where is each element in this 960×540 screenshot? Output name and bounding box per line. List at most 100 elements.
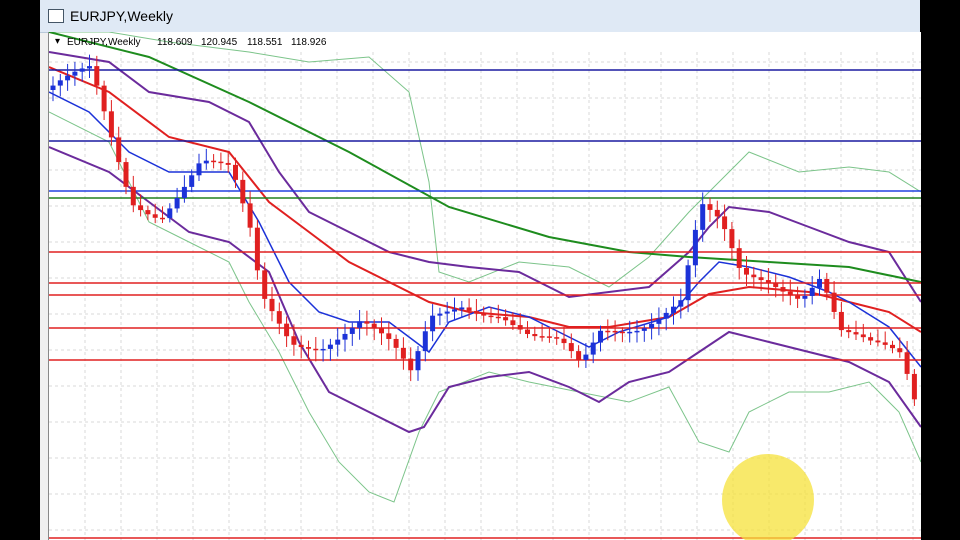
candle-body [663,312,669,319]
window-title: EURJPY,Weekly [70,8,173,24]
candle-body [50,85,56,90]
candle-body [269,298,275,312]
candle-body [627,331,633,334]
candles [50,54,917,406]
candle-body [357,321,363,328]
candle-body [561,338,567,344]
candle-body [904,352,910,374]
candle-body [619,331,625,334]
candle-body [298,344,304,348]
candle-body [649,323,655,329]
candle-body [87,66,92,69]
candle-body [306,347,311,349]
candle-body [233,164,238,180]
moving-average [49,91,921,368]
candle-body [532,334,538,337]
candle-body [890,344,895,349]
candle-body [510,320,516,326]
candle-body [57,80,63,86]
candle-body [517,325,523,330]
candle-body [342,333,348,340]
candle-body [189,175,195,187]
candle-body [707,204,713,210]
candle-body [678,300,684,307]
chart-symbol: EURJPY,Weekly [67,37,141,48]
candle-body [437,313,443,316]
title-bar: EURJPY,Weekly [40,0,920,33]
candle-body [882,342,888,345]
candle-body [911,373,917,400]
candle-body [846,330,852,333]
candle-body [671,306,676,313]
candle-body [722,216,728,230]
candle-body [335,339,341,345]
candle-body [181,186,187,199]
candle-body [568,343,574,352]
candle-body [386,333,392,339]
moving-average [49,32,921,283]
candle-body [817,278,822,288]
candle-body [152,214,158,218]
candle-body [379,328,384,334]
candle-body [422,331,428,352]
candle-body [108,111,114,138]
candle-body [167,208,173,219]
candle-body [291,336,297,345]
candle-body [247,203,253,228]
candle-body [838,311,844,331]
candle-body [459,307,465,310]
candle-body [240,179,246,204]
header-arrow: ▾ [55,36,60,47]
candle-body [554,337,560,339]
candle-body [276,311,282,324]
candle-body [79,68,85,72]
candle-body [211,160,217,163]
candle-body [758,277,764,281]
candle-body [196,163,202,176]
candle-body [773,282,779,288]
candle-body [605,330,611,333]
candle-body [116,137,122,163]
candle-body [795,295,801,299]
candle-body [546,336,552,338]
candle-body [130,186,136,206]
candle-body [714,209,720,217]
candle-body [656,318,662,324]
candle-body [138,205,144,211]
levels [49,69,921,539]
envelope [49,51,921,434]
bollinger [49,32,921,503]
candle-body [780,287,786,292]
candle-body [72,71,78,76]
candle-body [875,340,881,343]
candle-body [503,317,509,321]
candle-body [349,327,355,334]
candle-body [320,348,326,351]
candle-body [744,267,749,275]
candle-body [539,336,545,338]
candle-body [101,85,107,112]
candle-body [466,307,472,311]
candle-body [262,270,268,299]
candle-body [897,348,903,353]
candle-body [692,229,698,266]
candle-body [641,328,647,331]
candle-body [525,329,530,335]
candle-body [685,265,691,301]
candle-body [408,358,414,371]
candle-body [700,204,706,230]
high-price: 120.945 [201,37,238,48]
candle-body [853,332,859,335]
candle-body [831,292,837,312]
candle-body [225,162,231,165]
candle-body [495,316,501,319]
candle-body [94,66,100,86]
candle-body [787,291,793,296]
close-price: 118.926 [291,37,327,48]
candle-body [254,227,260,271]
candle-body [218,161,224,164]
candle-body [751,274,757,278]
candle-body [393,338,399,348]
candle-body [313,348,319,351]
